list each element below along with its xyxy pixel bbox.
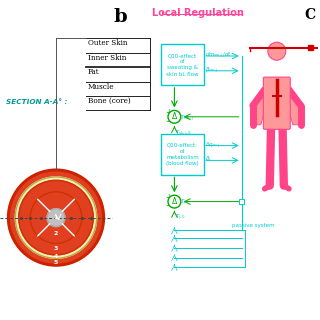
Polygon shape — [283, 90, 301, 125]
Text: Muscle: Muscle — [88, 83, 115, 91]
Circle shape — [268, 42, 286, 60]
Text: Q10-effect:
of
metabolism
(blood flow): Q10-effect: of metabolism (blood flow) — [166, 143, 199, 166]
Text: −: − — [165, 117, 172, 126]
Text: $dm_{sw,j}/dt$: $dm_{sw,j}/dt$ — [205, 51, 232, 61]
Text: $\beta_j$: $\beta_j$ — [205, 155, 212, 165]
Text: Fat: Fat — [88, 68, 100, 76]
Polygon shape — [30, 192, 82, 244]
Circle shape — [168, 195, 181, 208]
Polygon shape — [253, 90, 270, 125]
Text: $\beta_{sw,j}$: $\beta_{sw,j}$ — [205, 66, 219, 76]
Text: 4: 4 — [54, 254, 58, 259]
Bar — [308, 45, 313, 50]
Text: Bone (core): Bone (core) — [88, 97, 131, 105]
Text: $T_{MK,j}$: $T_{MK,j}$ — [180, 113, 195, 124]
Text: SECTION A-A° :: SECTION A-A° : — [6, 100, 68, 105]
FancyBboxPatch shape — [161, 44, 204, 85]
FancyBboxPatch shape — [263, 77, 290, 129]
Text: $\Delta q_{m,j}$: $\Delta q_{m,j}$ — [205, 140, 221, 151]
Text: +: + — [165, 108, 172, 117]
Text: +: + — [165, 193, 172, 202]
Text: Inner Skin: Inner Skin — [88, 54, 126, 62]
Text: passive system: passive system — [232, 223, 275, 228]
Text: $T_{j,0}$: $T_{j,0}$ — [175, 213, 186, 223]
Text: Δ: Δ — [172, 197, 177, 206]
Text: −: − — [165, 202, 172, 211]
Text: Q10-effect
of
sweating &
skin bL flow: Q10-effect of sweating & skin bL flow — [166, 53, 199, 76]
Text: 1: 1 — [54, 215, 58, 220]
Text: 2: 2 — [54, 231, 58, 236]
Text: $T_{sk,j,0}$: $T_{sk,j,0}$ — [175, 128, 192, 139]
Polygon shape — [19, 180, 93, 255]
Text: Local Regulation: Local Regulation — [152, 8, 244, 18]
Circle shape — [168, 110, 181, 123]
Circle shape — [47, 209, 65, 227]
Text: C: C — [305, 8, 316, 22]
Text: $T_j$: $T_j$ — [180, 198, 187, 208]
Text: 3: 3 — [54, 246, 58, 251]
Text: Δ: Δ — [172, 112, 177, 121]
Bar — [239, 199, 244, 204]
Text: Outer Skin: Outer Skin — [88, 39, 127, 47]
Text: b: b — [113, 8, 127, 26]
Polygon shape — [8, 170, 104, 265]
Text: 5: 5 — [54, 260, 58, 265]
Polygon shape — [15, 177, 97, 258]
FancyBboxPatch shape — [161, 134, 204, 175]
